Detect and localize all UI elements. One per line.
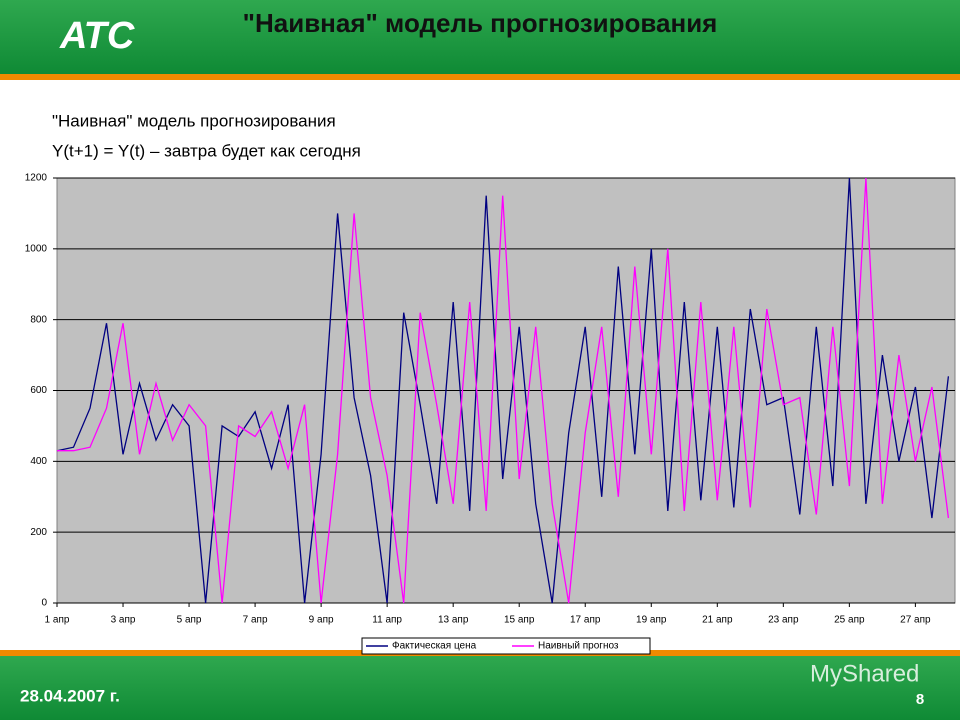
- x-tick-label: 3 апр: [111, 615, 136, 626]
- series-line: [57, 177, 950, 604]
- y-tick-label: 1200: [25, 173, 48, 184]
- x-tick-label: 25 апр: [834, 615, 865, 626]
- watermark: MyShared: [810, 660, 919, 687]
- slide-title: "Наивная" модель прогнозирования: [243, 8, 718, 38]
- y-tick-label: 400: [30, 456, 47, 467]
- legend-label: Наивный прогноз: [538, 641, 619, 652]
- logo: АТС: [59, 15, 135, 57]
- x-tick-label: 1 апр: [45, 615, 70, 626]
- x-tick-label: 9 апр: [309, 615, 334, 626]
- x-tick-label: 11 апр: [372, 615, 402, 626]
- text-line: Y(t+1) = Y(t) – завтра будет как сегодня: [52, 141, 361, 160]
- x-tick-label: 17 апр: [570, 615, 601, 626]
- date: 28.04.2007 г.: [20, 686, 120, 705]
- x-tick-label: 27 апр: [900, 615, 931, 626]
- x-tick-label: 7 апр: [243, 615, 268, 626]
- x-tick-label: 19 апр: [636, 615, 667, 626]
- footer-band: [0, 656, 960, 720]
- y-tick-label: 0: [41, 598, 47, 609]
- x-tick-label: 21 апр: [702, 615, 733, 626]
- legend-box: [361, 637, 651, 655]
- header-band: [0, 0, 960, 74]
- series-line: [56, 177, 950, 604]
- y-tick-label: 800: [30, 314, 47, 325]
- legend-label: Фактическая цена: [392, 641, 477, 652]
- y-tick-label: 600: [30, 385, 47, 396]
- y-tick-label: 1000: [25, 243, 48, 254]
- x-tick-label: 13 апр: [438, 615, 469, 626]
- x-tick-label: 15 апр: [504, 615, 535, 626]
- header-stripe: [0, 74, 960, 80]
- page-number: 8: [916, 691, 924, 708]
- chart: 0 200 400 600 800 1000 1200 1 апр 3 апр 5 апр 7 ап…: [25, 173, 955, 655]
- y-tick-label: 200: [30, 527, 47, 538]
- text-line: "Наивная" модель прогнозирования: [52, 111, 336, 130]
- x-tick-label: 5 апр: [177, 615, 202, 626]
- x-tick-label: 23 апр: [768, 615, 799, 626]
